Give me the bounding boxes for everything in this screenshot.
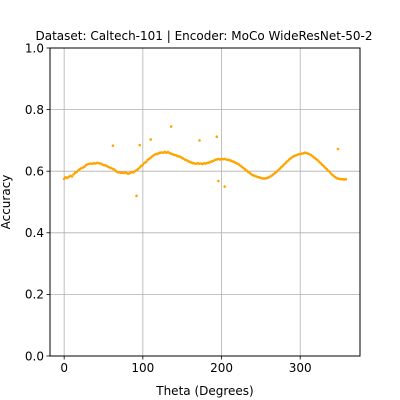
y-tick-label: 0.8 [25, 103, 44, 117]
x-axis-label: Theta (Degrees) [155, 384, 253, 398]
x-tick-label: 300 [289, 361, 312, 375]
data-point [215, 135, 219, 139]
x-tick-label: 0 [60, 361, 68, 375]
data-point [144, 160, 148, 164]
scatter-points [62, 125, 348, 198]
x-axis-ticks: 0 100 200 300 [60, 356, 312, 375]
data-point [149, 138, 153, 141]
data-point [135, 194, 138, 198]
data-point [141, 163, 145, 167]
y-tick-label: 0.4 [25, 226, 44, 240]
data-point [111, 144, 115, 147]
y-tick-label: 0.6 [25, 165, 44, 179]
x-tick-label: 200 [210, 361, 233, 375]
data-point [70, 175, 74, 178]
y-tick-label: 0.0 [25, 349, 44, 363]
data-point [198, 139, 201, 142]
data-point [169, 125, 173, 128]
data-point [217, 179, 220, 183]
y-tick-label: 1.0 [25, 41, 44, 55]
y-axis-ticks: 0.0 0.2 0.4 0.6 0.8 1.0 [25, 41, 50, 363]
plot-frame [49, 47, 361, 357]
y-tick-label: 0.2 [25, 288, 44, 302]
chart-title: Dataset: Caltech-101 | Encoder: MoCo Wid… [35, 29, 372, 43]
grid [50, 47, 360, 357]
data-point [328, 171, 332, 174]
data-point [336, 147, 340, 151]
data-point [223, 185, 226, 188]
data-point [138, 143, 141, 147]
x-tick-label: 100 [131, 361, 154, 375]
y-axis-label: Accuracy [0, 175, 13, 230]
data-point [344, 177, 348, 181]
